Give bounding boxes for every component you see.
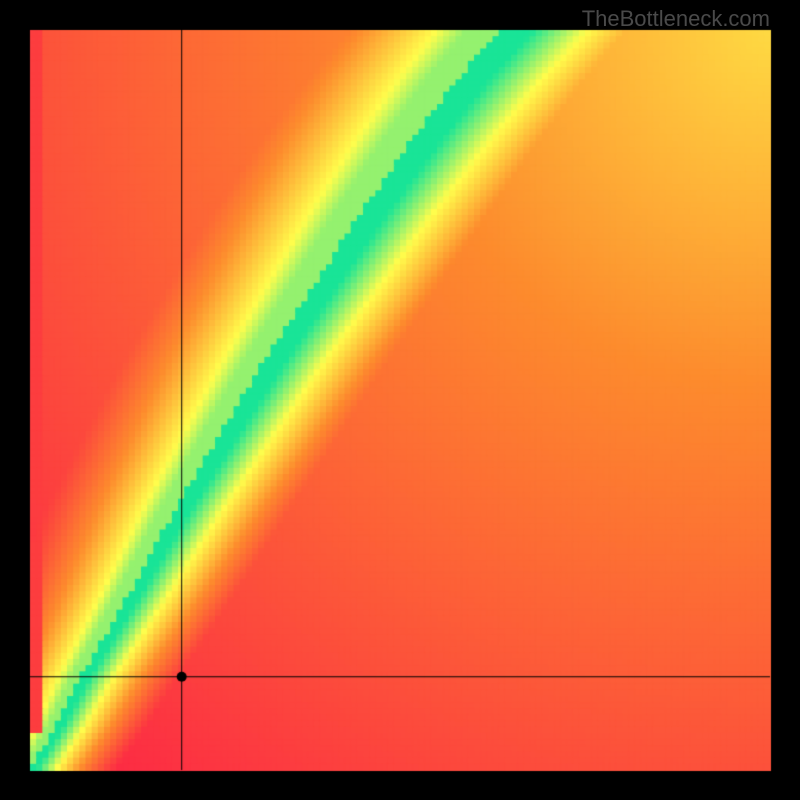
chart-root: TheBottleneck.com <box>0 0 800 800</box>
bottleneck-heatmap-canvas <box>0 0 800 800</box>
watermark-text: TheBottleneck.com <box>582 6 770 32</box>
